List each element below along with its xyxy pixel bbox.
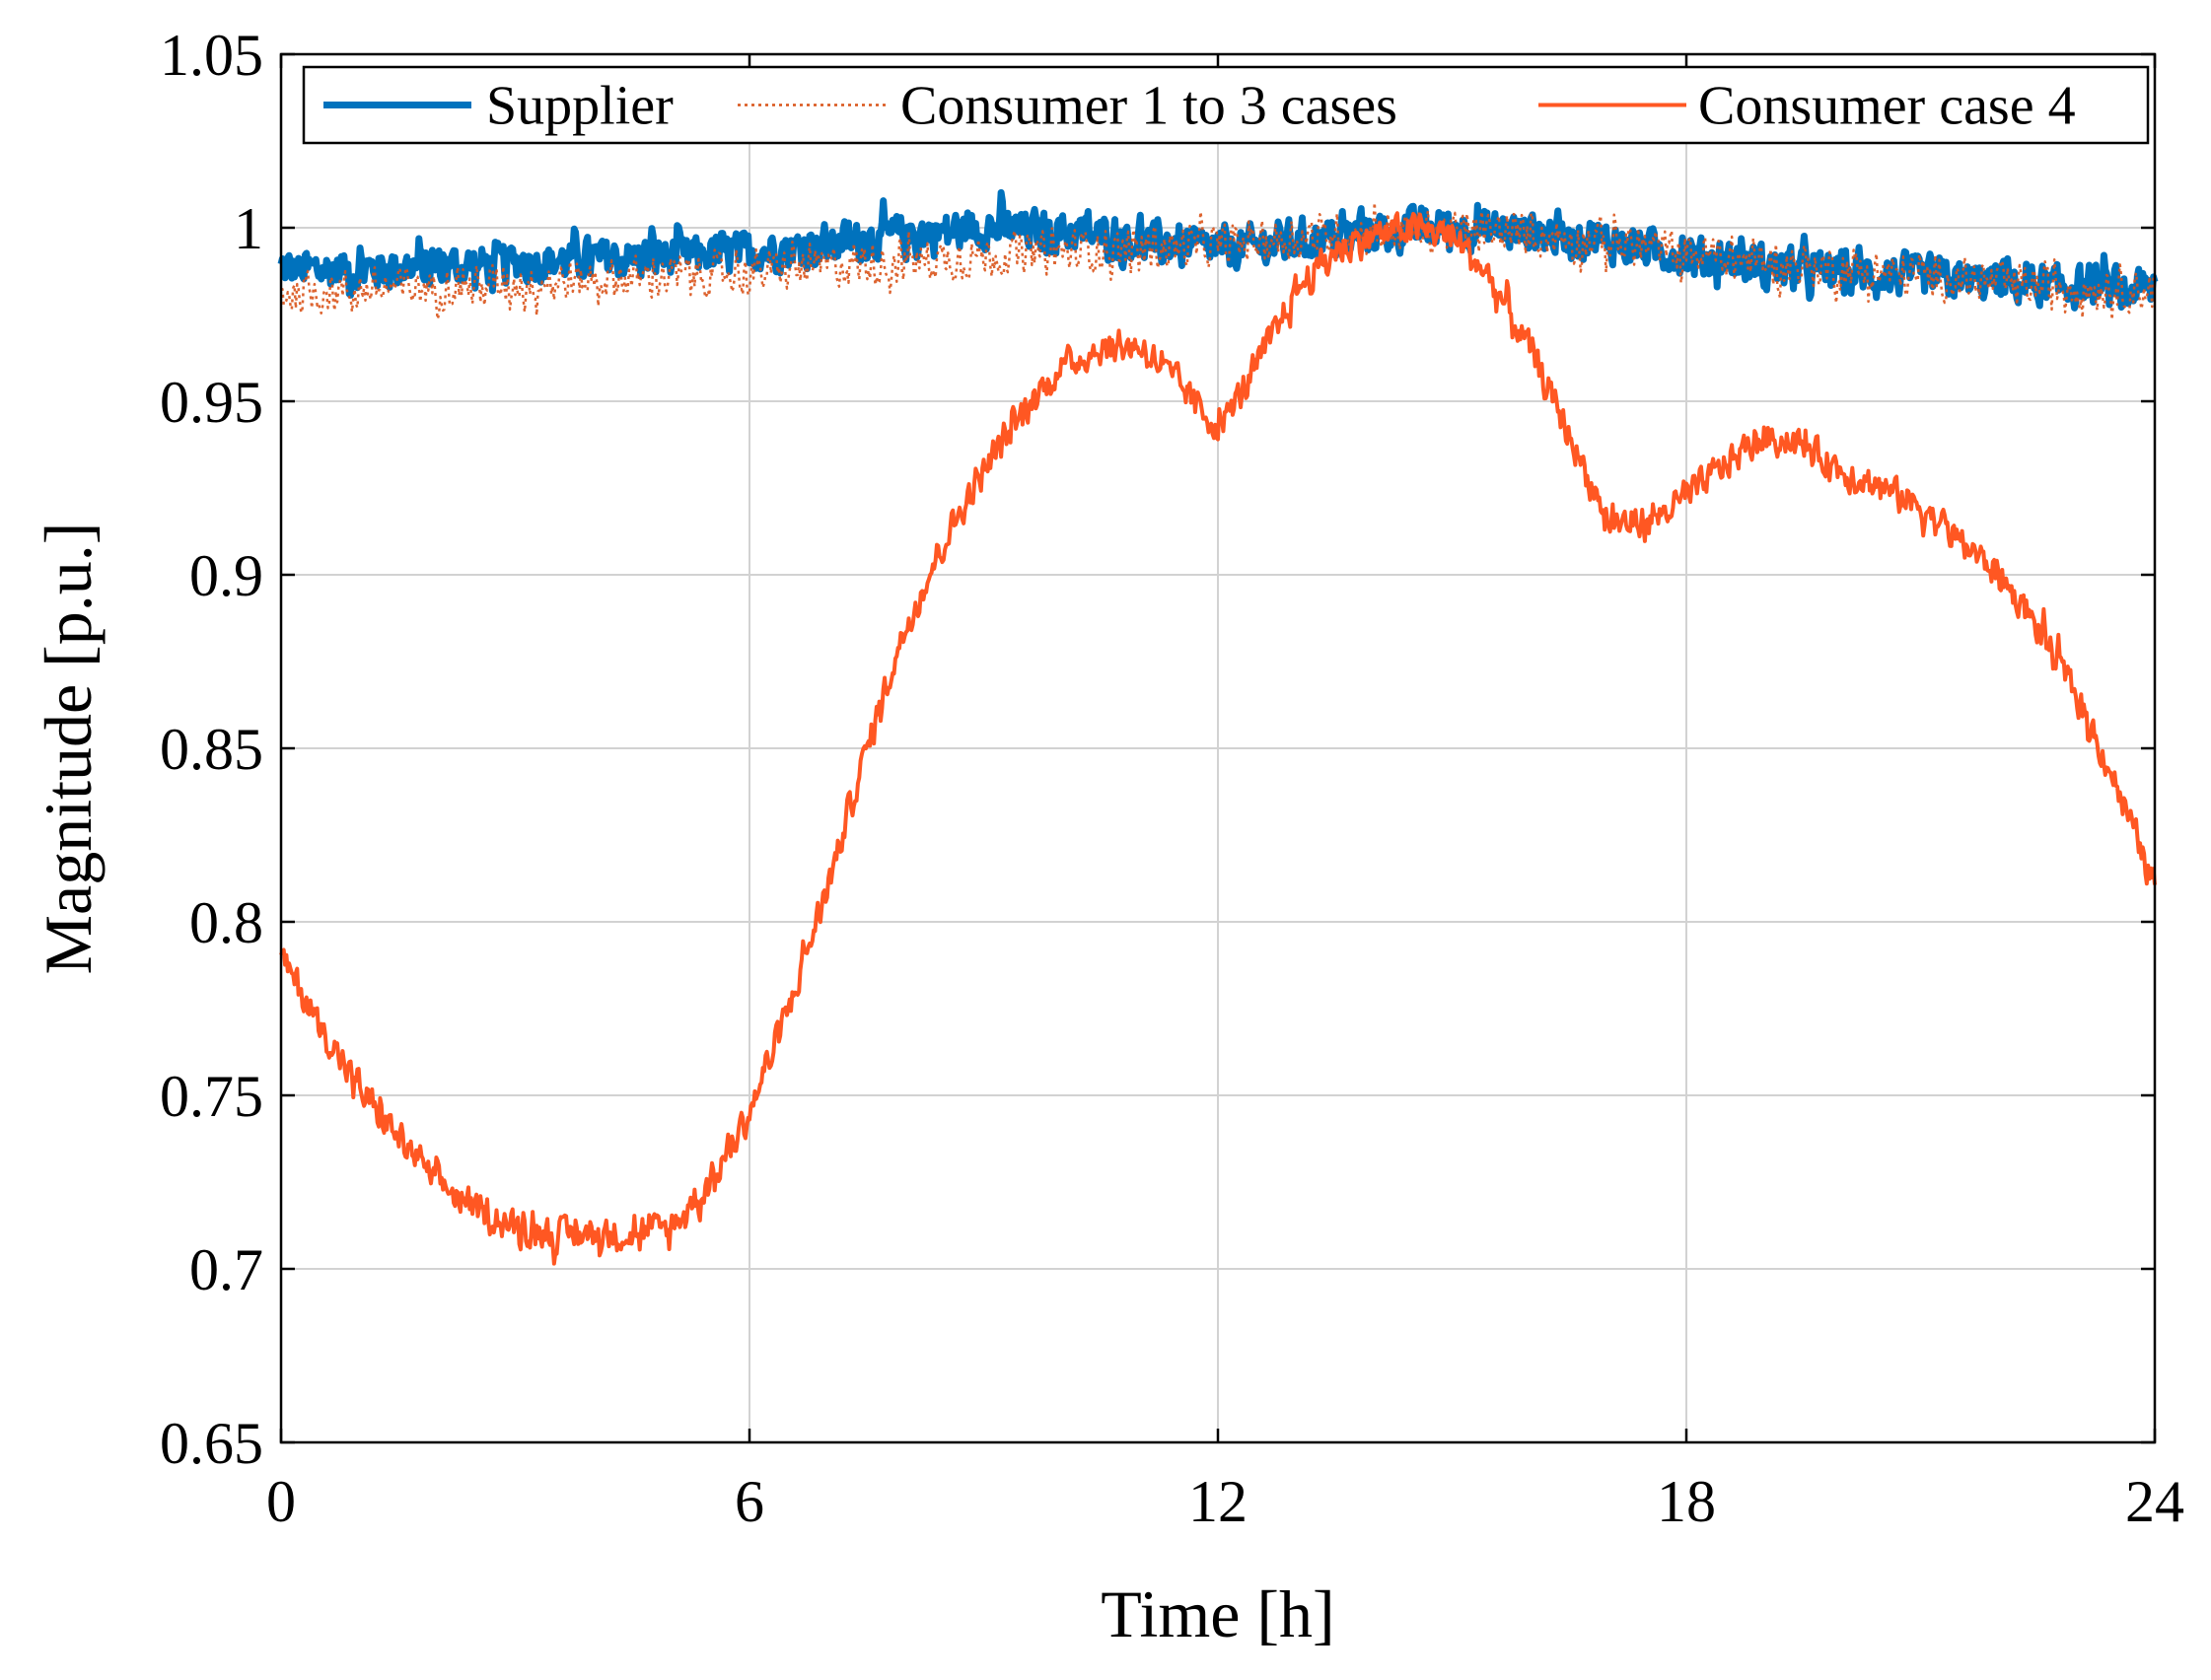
series-line-consumer-case-4 bbox=[279, 211, 2157, 1266]
y-tick-label: 0.9 bbox=[189, 543, 263, 608]
x-tick-label: 12 bbox=[1188, 1469, 1248, 1534]
y-tick-label: 0.8 bbox=[189, 890, 263, 955]
legend-label-consumer-case-4: Consumer case 4 bbox=[1698, 76, 2076, 137]
x-tick-label: 6 bbox=[735, 1469, 764, 1534]
legend-label-consumer-1-to-3-cases: Consumer 1 to 3 cases bbox=[900, 76, 1397, 137]
y-tick-label: 0.95 bbox=[160, 370, 263, 435]
axis-ticks: 0 6 12 18 24 0.65 0.7 0.75 0.8 0.85 0.9 0.95 1 1.05 bbox=[160, 23, 2184, 1534]
y-axis-label: Magnitude [p.u.] bbox=[31, 523, 106, 975]
series-line-consumer-1-to-3-cases bbox=[280, 201, 2156, 321]
y-tick-label: 0.75 bbox=[160, 1064, 263, 1129]
legend: Supplier Consumer 1 to 3 cases Consumer … bbox=[302, 65, 2150, 145]
x-tick-label: 0 bbox=[266, 1469, 296, 1534]
y-tick-label: 0.65 bbox=[160, 1411, 263, 1476]
y-tick-label: 1 bbox=[234, 196, 263, 261]
series-line-supplier bbox=[277, 188, 2159, 312]
x-tick-label: 18 bbox=[1657, 1469, 1716, 1534]
y-tick-label: 0.85 bbox=[160, 717, 263, 782]
y-tick-label: 1.05 bbox=[160, 23, 263, 88]
legend-label-supplier: Supplier bbox=[486, 76, 674, 137]
y-tick-label: 0.7 bbox=[189, 1237, 263, 1302]
grid bbox=[281, 54, 2155, 1442]
x-tick-label: 24 bbox=[2125, 1469, 2184, 1534]
x-axis-label: Time [h] bbox=[1101, 1576, 1334, 1651]
legend-box bbox=[302, 65, 2150, 145]
series-lines bbox=[277, 188, 2159, 1266]
